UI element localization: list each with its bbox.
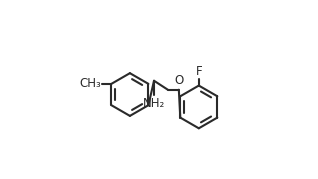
Text: NH₂: NH₂ (143, 97, 165, 110)
Text: CH₃: CH₃ (79, 77, 101, 90)
Text: F: F (196, 65, 202, 78)
Text: O: O (174, 74, 183, 87)
